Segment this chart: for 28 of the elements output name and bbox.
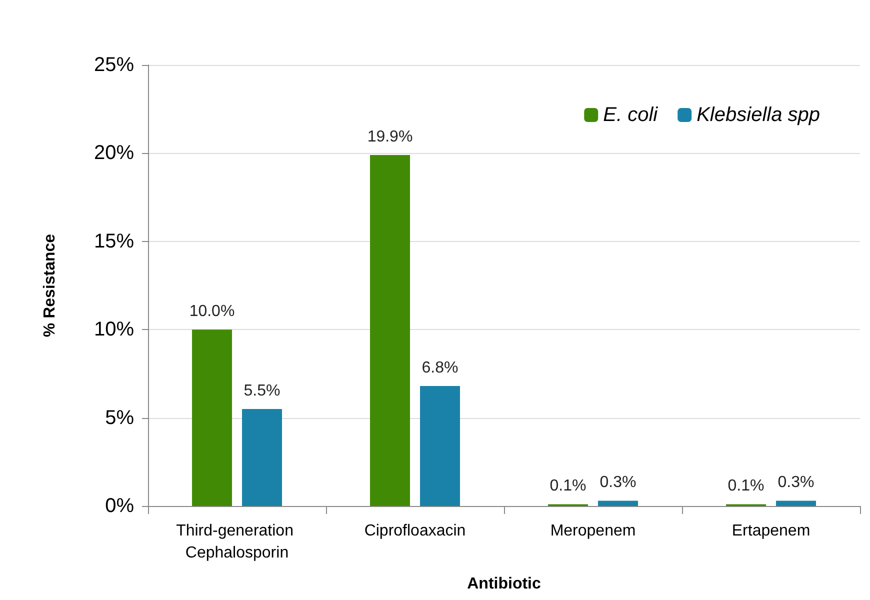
bar (370, 154, 410, 506)
y-tick-label: 15% (94, 230, 134, 252)
x-tick-label: Meropenem (550, 522, 636, 540)
legend-label: Klebsiella spp (696, 104, 820, 126)
x-tick-label: Third-generation Cephalosporin (176, 522, 298, 562)
data-label: 0.3% (778, 474, 814, 492)
data-label: 10.0% (189, 303, 235, 320)
bar (420, 386, 460, 506)
bar (192, 330, 232, 506)
data-label: 6.8% (422, 360, 458, 377)
x-tick-label: Ciprofloaxacin (364, 522, 466, 540)
bar (598, 500, 638, 506)
bar (776, 500, 816, 506)
x-tick-label: Ertapenem (732, 522, 810, 540)
bar (242, 408, 282, 506)
y-tick-label: 25% (94, 54, 134, 76)
legend-label: E. coli (603, 104, 658, 126)
y-tick-label: 0% (105, 495, 134, 517)
data-label: 19.9% (367, 128, 413, 146)
y-tick-label: 5% (105, 406, 134, 429)
y-tick-label: 10% (94, 318, 134, 341)
data-label: 0.1% (728, 478, 764, 495)
data-label: 0.3% (600, 474, 636, 492)
y-axis-title: % Resistance (42, 234, 58, 338)
data-label: 0.1% (550, 478, 586, 495)
x-axis-title: Antibiotic (467, 576, 541, 592)
data-label: 5.5% (244, 382, 280, 400)
y-tick-label: 20% (94, 142, 134, 164)
